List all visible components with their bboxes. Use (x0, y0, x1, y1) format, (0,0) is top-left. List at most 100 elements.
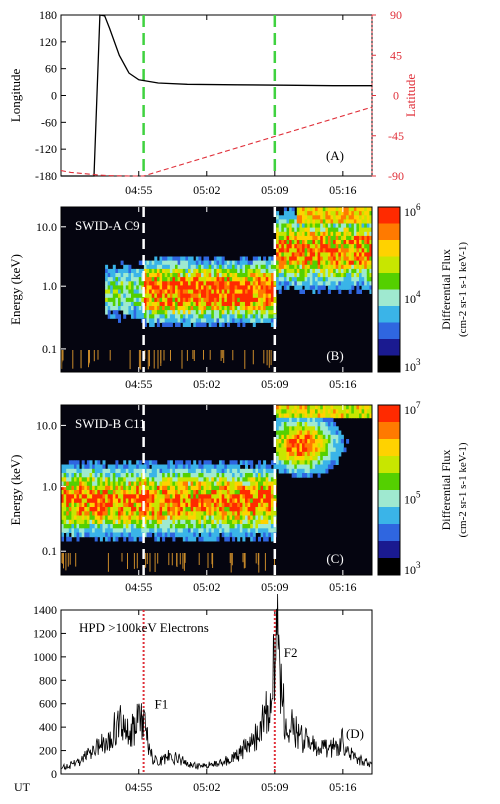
spectrogram-cell (335, 409, 339, 414)
spectrogram-cell (242, 281, 246, 286)
spectrogram-cell (154, 515, 158, 521)
spectrogram-cell (278, 405, 282, 410)
spectrogram-cell (359, 231, 362, 237)
spectrogram-cell (289, 244, 293, 249)
spectrogram-cell (112, 485, 116, 491)
spectrogram-cell (226, 322, 230, 327)
spectrogram-cell (234, 268, 238, 274)
spectrogram-cell (107, 464, 111, 470)
spectrogram-cell (361, 248, 365, 253)
spectrogram-cell (159, 306, 163, 311)
spectrogram-cell (356, 240, 360, 245)
spectrogram-cell (361, 281, 365, 286)
spectrogram-cell (283, 417, 287, 423)
spectrogram-cell (335, 460, 339, 465)
spectrogram-cell (327, 240, 331, 245)
spectrogram-cell (138, 277, 142, 282)
spectrogram-cell (369, 281, 372, 286)
spectrogram-cell (198, 464, 202, 470)
spectrogram-cell (320, 256, 324, 261)
spectrogram-cell (333, 264, 337, 270)
spectrogram-cell (172, 515, 176, 521)
y-tick-label: 60 (45, 62, 57, 76)
spectrogram-cell (346, 285, 350, 290)
spectrogram-cell (105, 268, 109, 274)
spectrogram-cell (216, 528, 220, 533)
spectrogram-cell (182, 256, 186, 261)
spectrogram-cell (182, 477, 186, 482)
spectrogram-cell (340, 277, 344, 282)
spectrogram-cell (330, 281, 334, 286)
spectrogram-cell (92, 468, 96, 474)
spectrogram-cell (250, 490, 254, 495)
spectrogram-cell (315, 285, 318, 290)
spectrogram-cell (125, 268, 129, 274)
spectrogram-cell (315, 417, 318, 423)
spectrogram-cell (185, 502, 189, 508)
spectrogram-cell (185, 460, 189, 465)
spectrogram-cell (136, 297, 140, 303)
spectrogram-cell (216, 481, 220, 487)
spectrogram-cell (302, 268, 305, 274)
spectrogram-cell (107, 297, 111, 303)
spectrogram-cell (71, 519, 75, 525)
spectrogram-cell (348, 248, 352, 253)
spectrogram-cell (219, 273, 223, 278)
spectrogram-cell (203, 464, 207, 470)
spectrogram-cell (167, 473, 171, 478)
spectrogram-cell (172, 528, 176, 533)
spectrogram-cell (149, 481, 153, 487)
spectrogram-cell (118, 268, 121, 274)
spectrogram-cell (177, 532, 181, 538)
spectrogram-cell (172, 260, 176, 266)
spectrogram-cell (162, 281, 166, 286)
spectrogram-cell (188, 536, 191, 542)
spectrogram-cell (286, 281, 290, 286)
spectrogram-cell (299, 430, 303, 436)
spectrogram-streak (266, 350, 268, 366)
spectrogram-cell (110, 528, 114, 533)
spectrogram-cell (221, 494, 225, 499)
spectrogram-cell (333, 256, 337, 261)
spectrogram-cell (335, 447, 339, 453)
spectrogram-cell (164, 260, 168, 266)
spectrogram-cell (125, 301, 129, 307)
spectrogram-cell (278, 285, 282, 290)
spectrogram-cell (115, 536, 119, 542)
spectrogram-cell (364, 260, 368, 266)
spectrogram-cell (252, 256, 256, 261)
spectrogram-cell (219, 511, 223, 516)
spectrogram-cell (283, 235, 287, 241)
spectrogram-cell (195, 285, 199, 290)
spectrogram-cell (250, 468, 254, 474)
spectrogram-cell (299, 439, 303, 444)
spectrogram-cell (229, 490, 233, 495)
spectrogram-cell (296, 456, 300, 461)
spectrogram-cell (136, 511, 140, 516)
spectrogram-cell (167, 460, 171, 465)
y-tick-label: 120 (39, 35, 57, 49)
spectrogram-cell (330, 426, 334, 431)
spectrogram-cell (206, 481, 210, 487)
spectrogram-cell (309, 248, 313, 253)
spectrogram-cell (201, 277, 204, 282)
spectrogram-cell (315, 235, 318, 241)
spectrogram-cell (234, 264, 238, 270)
spectrogram-cell (172, 468, 176, 474)
spectrogram-cell (353, 409, 357, 414)
spectrogram-cell (149, 507, 153, 512)
spectrogram-cell (330, 451, 334, 457)
spectrogram-cell (180, 285, 184, 290)
spectrogram-cell (255, 507, 259, 512)
spectrogram-cell (315, 464, 318, 470)
spectrogram-cell (369, 264, 372, 270)
spectrogram-cell (224, 293, 228, 299)
spectrogram-cell (270, 293, 274, 299)
spectrogram-cell (110, 306, 114, 311)
spectrogram-cell (167, 485, 171, 491)
spectrogram-cell (359, 215, 362, 220)
spectrogram-cell (177, 490, 181, 495)
spectrogram-cell (276, 417, 280, 423)
spectrogram-cell (237, 468, 241, 474)
spectrogram-cell (136, 494, 140, 499)
